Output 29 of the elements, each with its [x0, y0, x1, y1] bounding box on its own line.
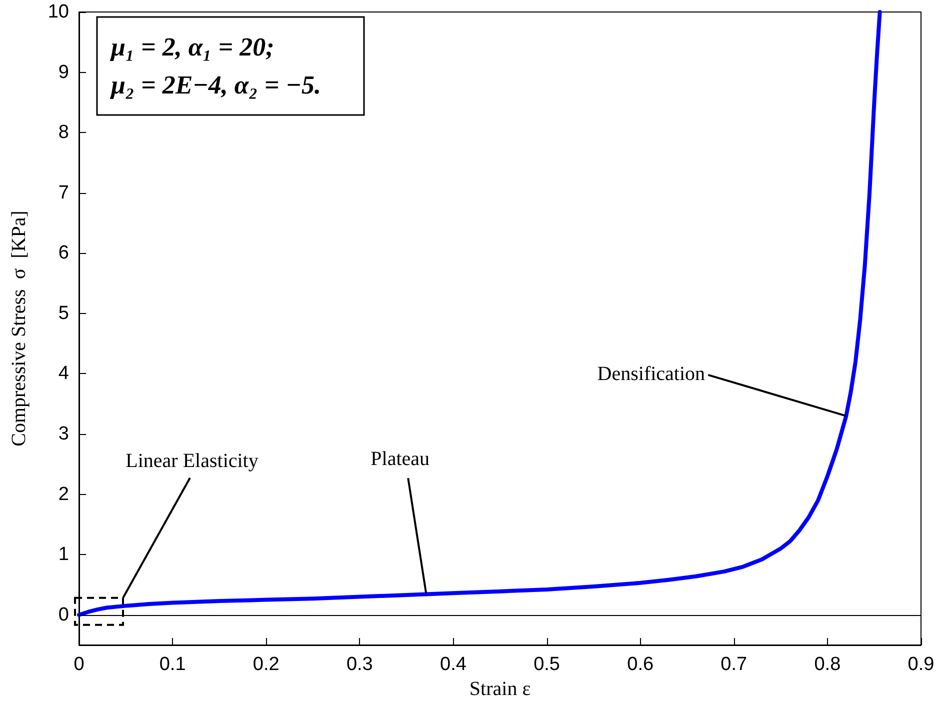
y-tick-label: 5 — [58, 302, 69, 324]
y-tick-label: 6 — [58, 242, 69, 264]
annotation: Plateau — [370, 448, 430, 470]
y-tick-label: 9 — [58, 62, 69, 83]
y-tick-label: 2 — [58, 484, 69, 505]
x-tick-label: 0 — [74, 654, 84, 675]
x-axis-title: Strain ε — [469, 678, 531, 700]
x-tick-label: 0.1 — [159, 654, 186, 675]
annotation: Linear Elasticity — [126, 450, 258, 472]
x-tick-label: 0.6 — [627, 654, 654, 675]
x-tick-label: 0.8 — [814, 654, 841, 675]
x-tick-label: 0.2 — [252, 654, 280, 675]
x-tick-label: 0.7 — [720, 654, 748, 675]
x-tick-label: 0.3 — [346, 654, 373, 675]
y-axis-title: Compressive Stress σ [KPa] — [8, 210, 30, 446]
annotation: μ₂ = 2E−4, α₂ = −5. — [109, 70, 321, 100]
y-tick-label: 1 — [58, 544, 69, 566]
line-series — [77, 10, 882, 617]
y-tick-label: 3 — [58, 424, 69, 444]
x-tick-label: 0.4 — [440, 654, 467, 675]
y-tick-label: 0 — [58, 604, 69, 626]
y-tick-label: 7 — [58, 182, 69, 204]
y-tick-label: 10 — [48, 2, 69, 22]
annotation: μ₁ = 2, α₁ = 20; — [109, 32, 274, 62]
annotation: Densification — [597, 362, 706, 385]
y-tick-label: 4 — [58, 363, 70, 384]
x-tick-label: 0.9 — [908, 654, 934, 675]
y-tick-label: 8 — [58, 122, 69, 144]
x-tick-label: 0.5 — [534, 654, 560, 675]
